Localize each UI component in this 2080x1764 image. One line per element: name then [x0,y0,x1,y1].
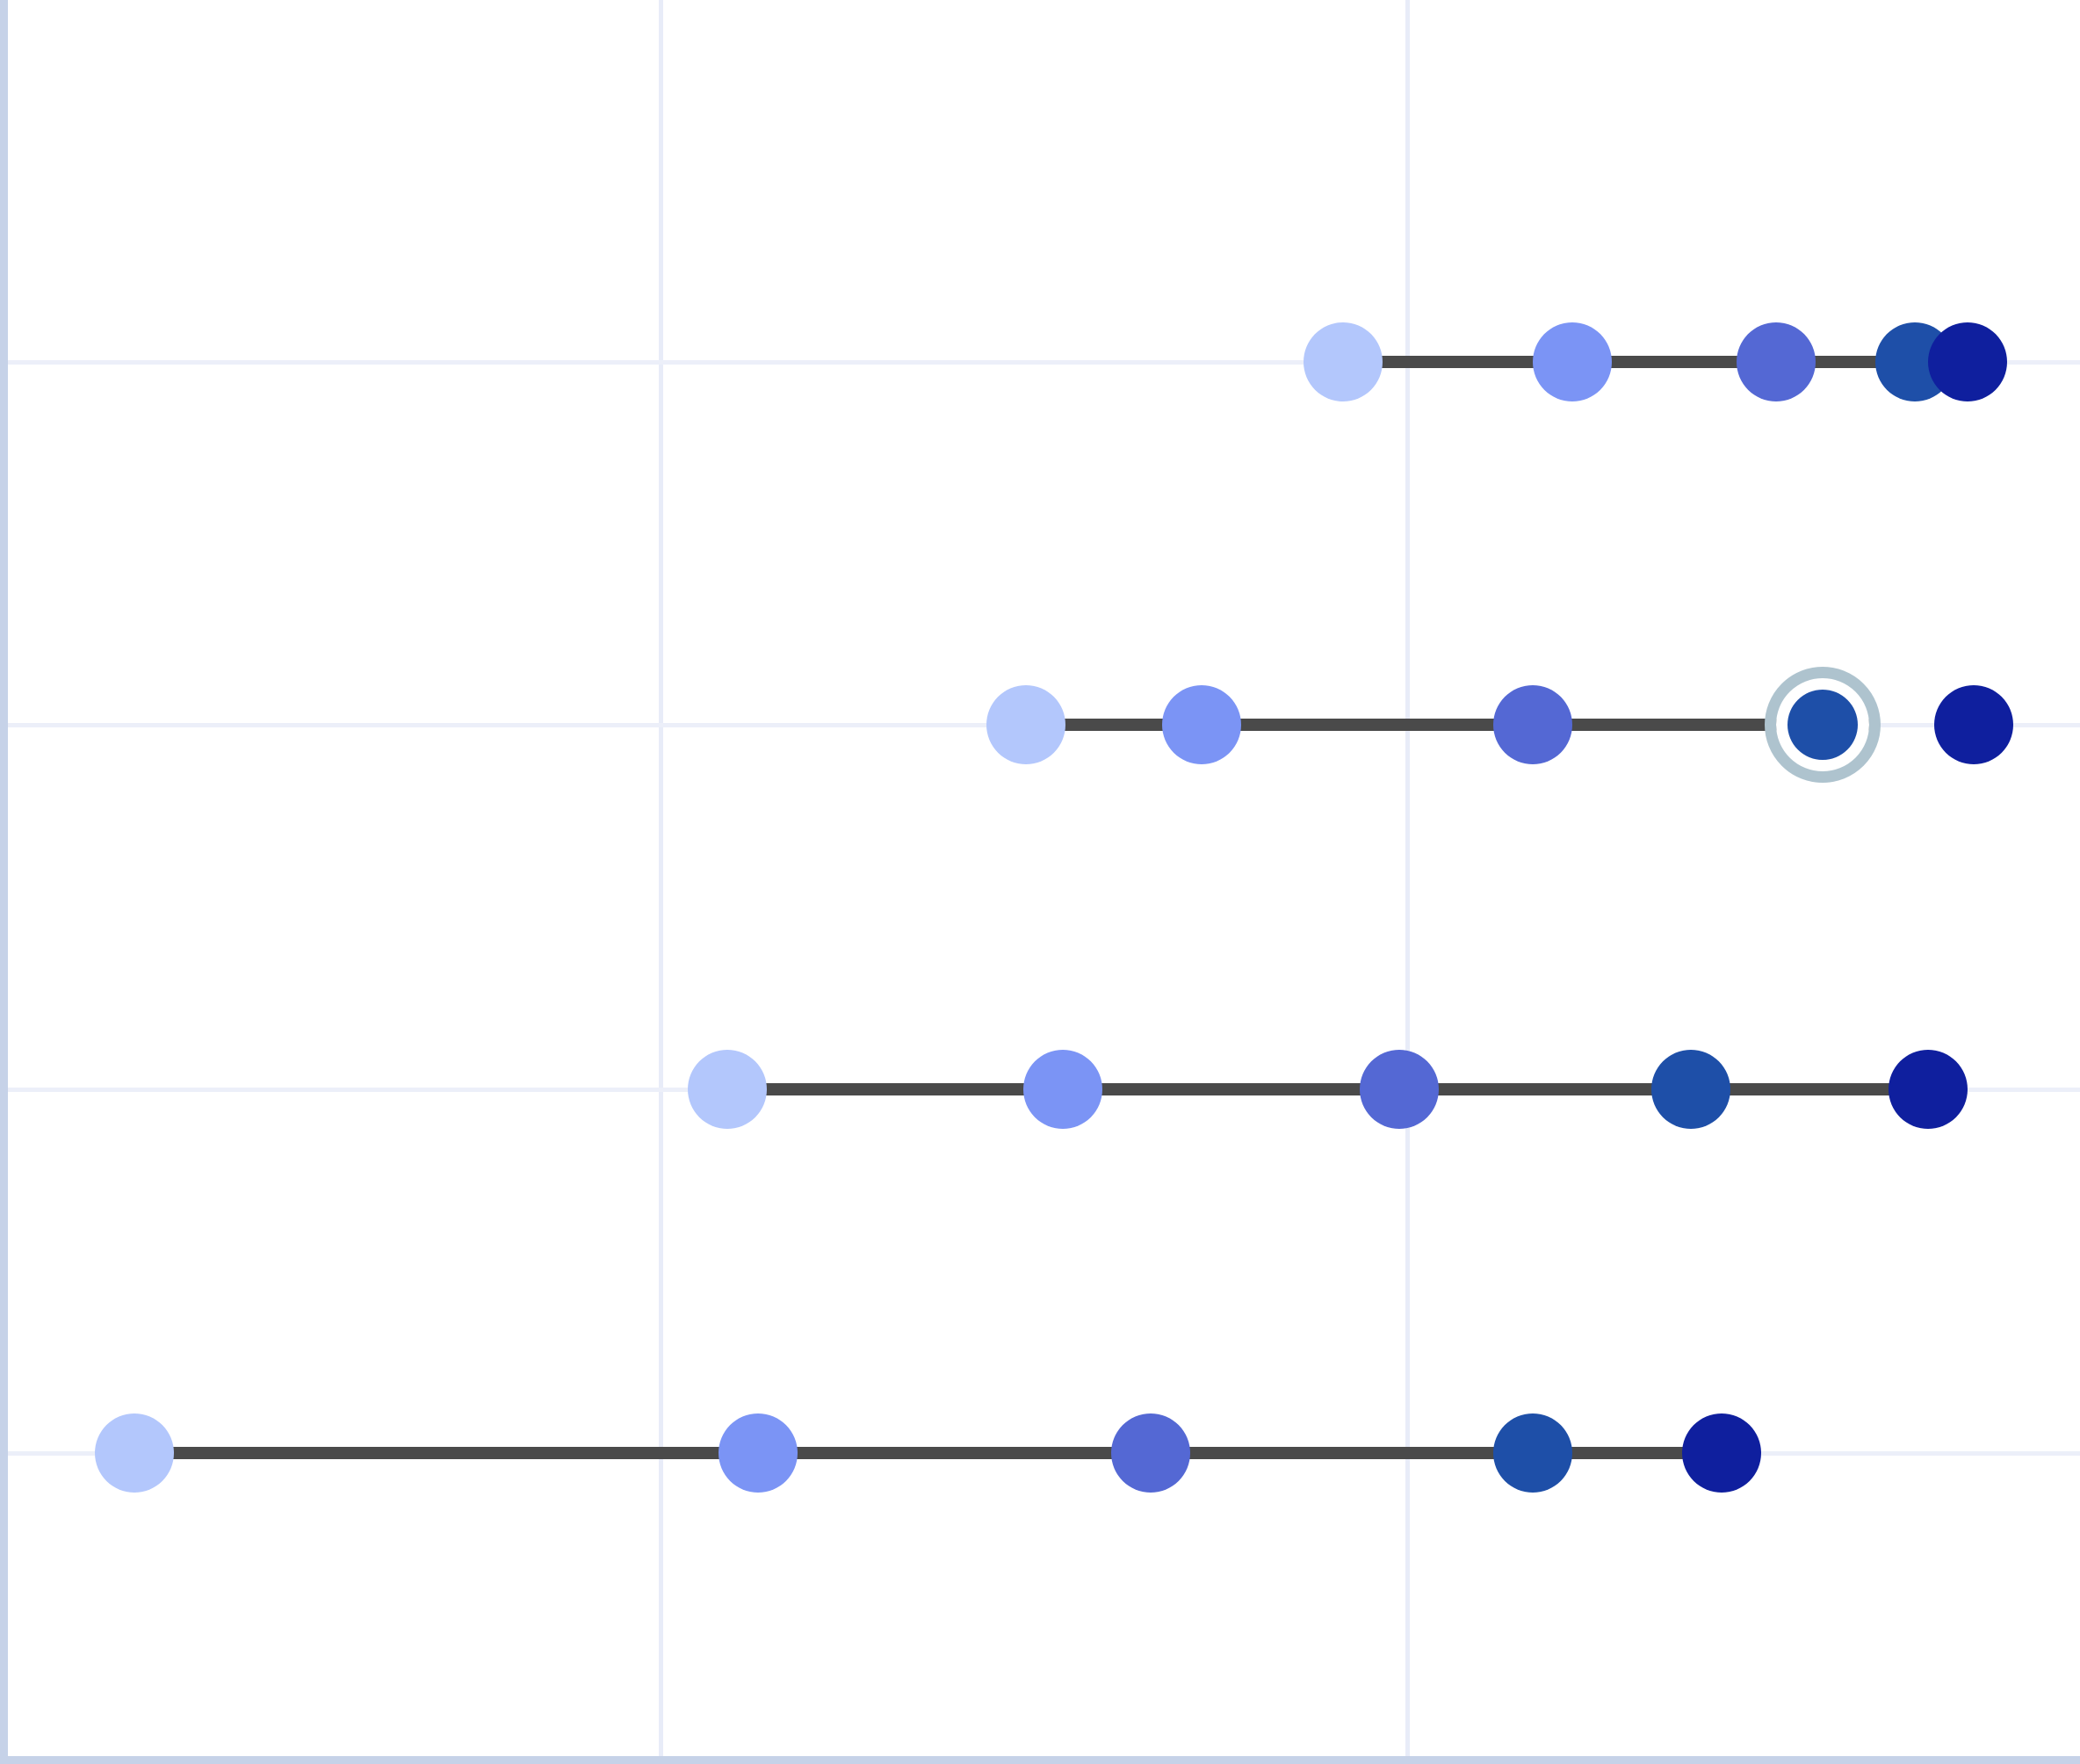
y-axis-spine [0,0,8,1764]
data-point-dot[interactable] [719,1413,798,1493]
gridline-vertical [659,0,663,1756]
data-point-dot[interactable] [1928,322,2007,401]
data-point-dot[interactable] [95,1413,174,1493]
data-point-dot[interactable] [1493,1413,1572,1493]
gridline-horizontal [8,360,2080,365]
x-axis-spine [0,1756,2080,1764]
data-point-dot[interactable] [1737,322,1816,401]
data-point-dot[interactable] [1934,685,2013,764]
gridline-vertical [1405,0,1410,1756]
data-point-dot[interactable] [1023,1050,1102,1129]
data-point-dot[interactable] [1111,1413,1190,1493]
dumbbell-connector-line [134,1447,1722,1459]
data-point-dot[interactable] [688,1050,767,1129]
data-point-dot[interactable] [1162,685,1241,764]
data-point-dot[interactable] [1360,1050,1439,1129]
dumbbell-connector-line [1343,356,1915,368]
dumbbell-connector-line [727,1083,1928,1095]
data-point-dot[interactable] [986,685,1065,764]
data-point-dot[interactable] [1682,1413,1761,1493]
dumbbell-connector-line [1026,719,1871,731]
data-point-dot[interactable] [1304,322,1383,401]
data-point-dot[interactable] [1783,685,1862,764]
data-point-dot[interactable] [1493,685,1572,764]
data-point-dot[interactable] [1889,1050,1968,1129]
data-point-dot[interactable] [1533,322,1612,401]
data-point-dot[interactable] [1651,1050,1730,1129]
